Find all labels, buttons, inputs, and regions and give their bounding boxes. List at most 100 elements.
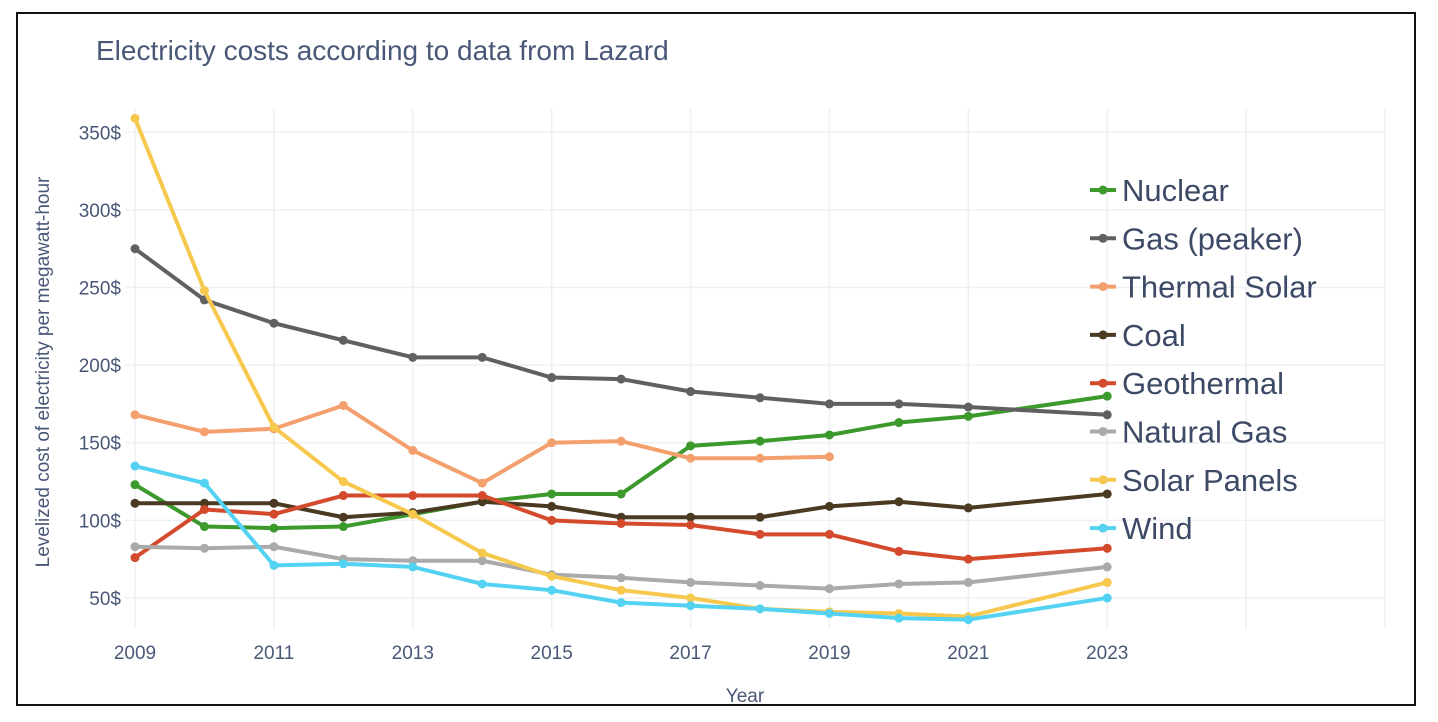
data-point-solar-panels [547,571,557,581]
data-point-nuclear [1102,391,1112,401]
data-point-geothermal [824,529,834,539]
data-point-solar-panels [269,422,279,432]
data-point-geothermal [894,546,904,556]
data-point-coal [755,512,765,522]
data-point-geothermal [547,515,557,525]
series-line-geothermal [133,493,1110,562]
data-point-thermal-solar [686,453,696,463]
data-point-nuclear [894,418,904,428]
legend-label: Solar Panels [1122,463,1298,498]
legend-item-natural-gas[interactable]: Natural Gas [1090,415,1287,450]
data-point-thermal-solar [616,436,626,446]
data-point-coal [269,498,279,508]
y-tick-label: 200$ [79,356,122,377]
line-chart: Electricity costs according to data from… [33,35,1386,704]
data-point-nuclear [616,489,626,499]
series-wind [130,461,1112,625]
series-line-coal [133,491,1110,520]
data-point-gas-peaker [963,402,973,412]
data-point-nuclear [269,523,279,533]
data-point-gas-peaker [616,374,626,384]
series-line-natural-gas [133,544,1110,591]
data-point-thermal-solar [408,445,418,455]
data-point-geothermal [963,554,973,564]
legend-label: Nuclear [1122,173,1229,208]
data-point-thermal-solar [755,453,765,463]
legend-label: Thermal Solar [1122,270,1317,305]
legend-item-geothermal[interactable]: Geothermal [1090,366,1284,401]
data-point-wind [408,562,418,572]
data-point-gas-peaker [755,393,765,403]
data-point-solar-panels [199,286,209,296]
y-axis-ticks: 50$ 100$ 150$ 200$ 250$ 300$ 350$ [79,123,122,610]
data-point-wind [130,461,140,471]
data-point-wind [547,585,557,595]
data-point-wind [616,598,626,608]
x-axis-ticks: 2009 2011 2013 2015 2017 2019 2021 2023 [114,643,1129,664]
data-point-natural-gas [755,581,765,591]
x-tick-label: 2015 [531,643,573,664]
data-point-natural-gas [963,577,973,587]
x-tick-label: 2023 [1086,643,1128,664]
data-point-geothermal [616,518,626,528]
y-tick-label: 250$ [79,279,122,300]
data-point-nuclear [686,441,696,451]
series-geothermal [130,491,1112,564]
data-point-natural-gas [477,556,487,566]
data-point-nuclear [547,489,557,499]
series-line-nuclear [133,394,1110,531]
chart-frame: Electricity costs according to data from… [16,12,1416,706]
legend-label: Geothermal [1122,366,1284,401]
legend-item-wind[interactable]: Wind [1090,511,1193,546]
data-point-nuclear [199,522,209,532]
y-tick-label: 50$ [89,589,121,610]
data-point-solar-panels [408,509,418,519]
legend-item-thermal-solar[interactable]: Thermal Solar [1090,270,1317,305]
legend-label: Natural Gas [1122,415,1287,450]
data-point-wind [269,560,279,570]
data-point-geothermal [269,509,279,519]
data-point-gas-peaker [408,352,418,362]
chart-title: Electricity costs according to data from… [96,35,669,66]
data-point-thermal-solar [824,452,834,462]
data-point-nuclear [755,436,765,446]
legend-item-nuclear[interactable]: Nuclear [1090,173,1229,208]
x-tick-label: 2011 [253,643,294,664]
data-point-natural-gas [686,577,696,587]
data-point-gas-peaker [269,318,279,328]
data-point-coal [686,512,696,522]
x-tick-label: 2021 [947,643,989,664]
y-tick-label: 350$ [79,123,122,144]
data-point-coal [338,512,348,522]
data-point-thermal-solar [477,478,487,488]
data-point-gas-peaker [1102,410,1112,420]
data-point-wind [199,478,209,488]
series-solar-panels [130,113,1112,622]
data-point-thermal-solar [338,400,348,410]
data-point-wind [894,613,904,623]
x-tick-label: 2009 [114,643,156,664]
y-axis-label: Levelized cost of electricity per megawa… [33,176,54,567]
legend-marker [1098,427,1108,436]
data-point-solar-panels [686,593,696,603]
data-point-solar-panels [616,585,626,595]
series-line-gas-peaker [133,246,1110,417]
legend-label: Gas (peaker) [1122,221,1303,256]
data-point-wind [963,615,973,625]
data-point-geothermal [130,553,140,563]
y-tick-label: 150$ [79,434,122,455]
series [130,113,1112,625]
legend-item-solar-panels[interactable]: Solar Panels [1090,463,1298,498]
series-thermal-solar [130,400,834,488]
legend-item-coal[interactable]: Coal [1090,318,1186,353]
data-point-geothermal [477,491,487,501]
data-point-coal [824,501,834,511]
legend-marker [1098,475,1108,485]
data-point-wind [477,579,487,589]
data-point-coal [963,503,973,513]
data-point-gas-peaker [894,399,904,409]
legend-item-gas-peaker[interactable]: Gas (peaker) [1090,221,1303,256]
data-point-natural-gas [199,543,209,553]
legend[interactable]: Nuclear Gas (peaker) Thermal Solar Coal Geot… [1090,173,1317,546]
data-point-gas-peaker [338,335,348,345]
